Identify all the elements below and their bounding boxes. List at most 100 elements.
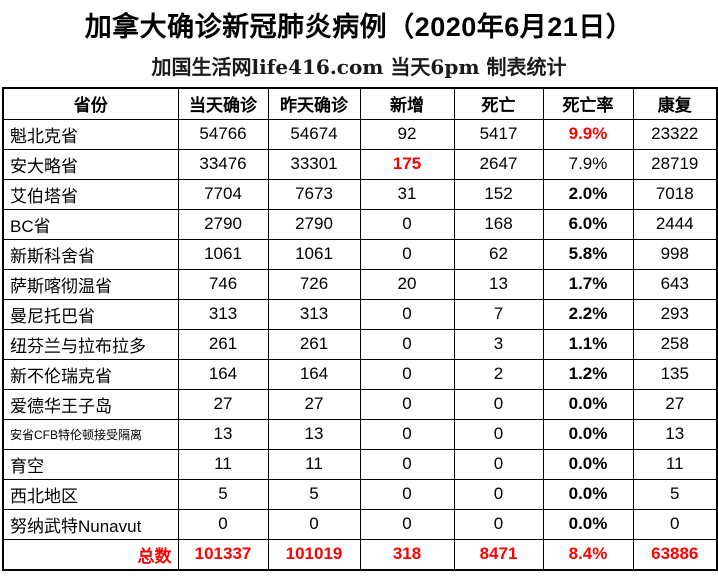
cell-deaths: 0 — [453, 418, 544, 450]
cell-yesterday: 11 — [267, 448, 361, 480]
cell-yesterday: 726 — [267, 268, 361, 300]
table-row: 育空 11 11 0 0 0.0% 11 — [2, 448, 718, 480]
cell-province: 新斯科舍省 — [2, 238, 179, 270]
cell-death-rate: 7.9% — [542, 148, 634, 180]
header-recovered: 康复 — [632, 87, 718, 120]
cell-today: 54766 — [177, 118, 269, 150]
cell-today: 313 — [177, 298, 269, 330]
cell-province: BC省 — [2, 208, 179, 240]
table-row: 安大略省 33476 33301 175 2647 7.9% 28719 — [2, 148, 718, 180]
cell-today: 13 — [177, 418, 269, 450]
table-row: 西北地区 5 5 0 0 0.0% 5 — [2, 478, 718, 510]
table-row: 安省CFB特伦顿接受隔离 13 13 0 0 0.0% 13 — [2, 418, 718, 450]
cell-today: 33476 — [177, 148, 269, 180]
cell-yesterday: 7673 — [267, 178, 361, 210]
cell-death-rate: 0.0% — [542, 388, 634, 420]
cell-yesterday: 1061 — [267, 238, 361, 270]
table-row: 爱德华王子岛 27 27 0 0 0.0% 27 — [2, 388, 718, 420]
cell-province: 西北地区 — [2, 478, 179, 510]
cell-yesterday: 5 — [267, 478, 361, 510]
table-row: BC省 2790 2790 0 168 6.0% 2444 — [2, 208, 718, 240]
table-row: 曼尼托巴省 313 313 0 7 2.2% 293 — [2, 298, 718, 330]
cell-new: 0 — [359, 238, 455, 270]
table-row: 萨斯喀彻温省 746 726 20 13 1.7% 643 — [2, 268, 718, 300]
cell-province: 爱德华王子岛 — [2, 388, 179, 420]
cell-death-rate: 1.7% — [542, 268, 634, 300]
total-deaths: 8471 — [453, 538, 544, 571]
table-header-row: 省份 当天确诊 昨天确诊 新增 死亡 死亡率 康复 — [2, 87, 718, 120]
cell-deaths: 62 — [453, 238, 544, 270]
header-today-confirmed: 当天确诊 — [177, 87, 269, 120]
cell-today: 27 — [177, 388, 269, 420]
cell-recovered: 27 — [632, 388, 718, 420]
cell-death-rate: 6.0% — [542, 208, 634, 240]
covid-cases-table: 省份 当天确诊 昨天确诊 新增 死亡 死亡率 康复 魁北克省 54766 54674… — [2, 87, 718, 571]
page-title: 加拿大确诊新冠肺炎病例（2020年6月21日） — [84, 12, 634, 42]
table-row: 魁北克省 54766 54674 92 5417 9.9% 23322 — [2, 118, 718, 150]
cell-yesterday: 2790 — [267, 208, 361, 240]
cell-today: 746 — [177, 268, 269, 300]
cell-recovered: 0 — [632, 508, 718, 540]
cell-new: 0 — [359, 388, 455, 420]
cell-death-rate: 1.1% — [542, 328, 634, 360]
cell-today: 261 — [177, 328, 269, 360]
cell-yesterday: 313 — [267, 298, 361, 330]
cell-death-rate: 2.2% — [542, 298, 634, 330]
cell-today: 1061 — [177, 238, 269, 270]
cell-recovered: 23322 — [632, 118, 718, 150]
page-subtitle: 加国生活网life416.com 当天6pm 制表统计 — [151, 55, 567, 79]
cell-new: 0 — [359, 208, 455, 240]
cell-recovered: 5 — [632, 478, 718, 510]
cell-recovered: 11 — [632, 448, 718, 480]
table-total-row: 总数 101337 101019 318 8471 8.4% 63886 — [2, 538, 718, 571]
total-label: 总数 — [2, 538, 179, 571]
total-death-rate: 8.4% — [542, 538, 634, 571]
cell-death-rate: 0.0% — [542, 418, 634, 450]
cell-province: 曼尼托巴省 — [2, 298, 179, 330]
cell-province: 安省CFB特伦顿接受隔离 — [2, 418, 179, 450]
cell-yesterday: 164 — [267, 358, 361, 390]
cell-deaths: 0 — [453, 388, 544, 420]
header-province: 省份 — [2, 87, 179, 120]
cell-new: 0 — [359, 328, 455, 360]
cell-recovered: 13 — [632, 418, 718, 450]
cell-recovered: 7018 — [632, 178, 718, 210]
cell-deaths: 2 — [453, 358, 544, 390]
cell-today: 0 — [177, 508, 269, 540]
cell-death-rate: 0.0% — [542, 508, 634, 540]
cell-new: 0 — [359, 448, 455, 480]
cell-province: 新不伦瑞克省 — [2, 358, 179, 390]
total-new: 318 — [359, 538, 455, 571]
cell-province: 艾伯塔省 — [2, 178, 179, 210]
header-yesterday-confirmed: 昨天确诊 — [267, 87, 361, 120]
cell-yesterday: 261 — [267, 328, 361, 360]
table-row: 努纳武特Nunavut 0 0 0 0 0.0% 0 — [2, 508, 718, 540]
cell-new: 31 — [359, 178, 455, 210]
cell-new: 175 — [359, 148, 455, 180]
cell-deaths: 0 — [453, 448, 544, 480]
cell-new: 0 — [359, 358, 455, 390]
cell-today: 5 — [177, 478, 269, 510]
cell-province: 纽芬兰与拉布拉多 — [2, 328, 179, 360]
cell-new: 0 — [359, 298, 455, 330]
table-row: 新不伦瑞克省 164 164 0 2 1.2% 135 — [2, 358, 718, 390]
cell-new: 92 — [359, 118, 455, 150]
table-row: 纽芬兰与拉布拉多 261 261 0 3 1.1% 258 — [2, 328, 718, 360]
cell-deaths: 7 — [453, 298, 544, 330]
total-today: 101337 — [177, 538, 269, 571]
total-yesterday: 101019 — [267, 538, 361, 571]
cell-yesterday: 0 — [267, 508, 361, 540]
cell-deaths: 13 — [453, 268, 544, 300]
cell-recovered: 135 — [632, 358, 718, 390]
cell-recovered: 643 — [632, 268, 718, 300]
cell-yesterday: 54674 — [267, 118, 361, 150]
cell-death-rate: 0.0% — [542, 448, 634, 480]
header-death-rate: 死亡率 — [542, 87, 634, 120]
cell-province: 魁北克省 — [2, 118, 179, 150]
cell-deaths: 3 — [453, 328, 544, 360]
table-row: 新斯科舍省 1061 1061 0 62 5.8% 998 — [2, 238, 718, 270]
table-row: 艾伯塔省 7704 7673 31 152 2.0% 7018 — [2, 178, 718, 210]
cell-province: 萨斯喀彻温省 — [2, 268, 179, 300]
cell-deaths: 5417 — [453, 118, 544, 150]
total-recovered: 63886 — [632, 538, 718, 571]
